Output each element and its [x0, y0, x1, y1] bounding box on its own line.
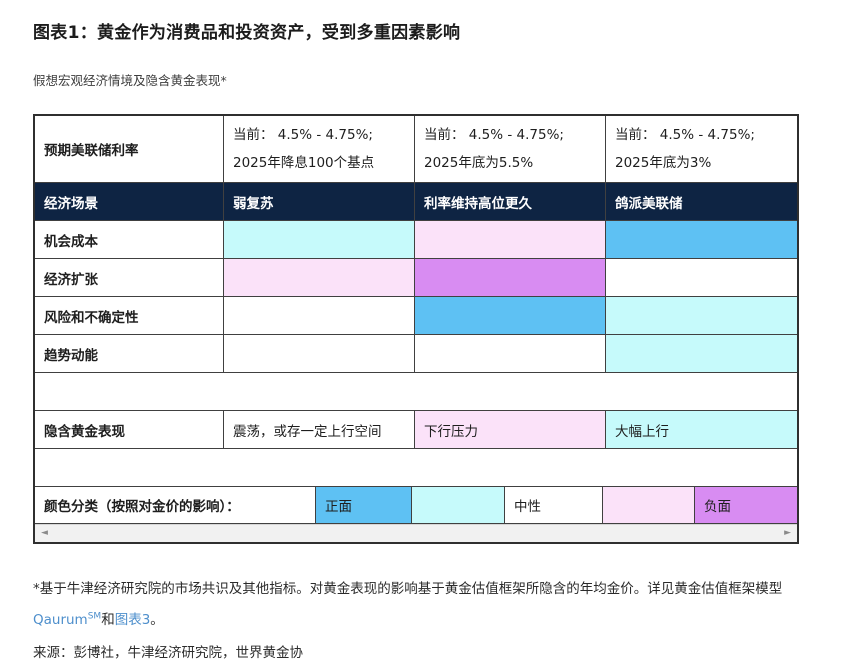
table-row-economic-expansion: 经济扩张 — [35, 259, 797, 297]
scenario-header-cell: 弱复苏 — [224, 183, 415, 220]
implied-gold-cell: 下行压力 — [415, 411, 606, 448]
rate-line: 2025年降息100个基点 — [233, 155, 375, 171]
legend-cell-neutral: 中性 — [505, 487, 603, 523]
horizontal-scrollbar[interactable]: ◄ ► — [35, 524, 797, 542]
fed-rate-cell: 当前： 4.5% - 4.75%; 2025年降息100个基点 — [224, 116, 415, 182]
qaurum-sm-superscript[interactable]: SM — [87, 611, 102, 622]
footnote-text: 。 — [150, 612, 164, 628]
scenario-table: 预期美联储利率 当前： 4.5% - 4.75%; 2025年降息100个基点 … — [33, 114, 799, 544]
figure-subtitle: 假想宏观经济情境及隐含黄金表现* — [33, 73, 227, 88]
scenario-header-cell: 鸽派美联储 — [606, 183, 797, 220]
legend-cell-mild-negative — [603, 487, 695, 523]
fed-rate-cell: 当前： 4.5% - 4.75%; 2025年底为3% — [606, 116, 797, 182]
factor-label: 风险和不确定性 — [35, 297, 224, 334]
factor-cell — [415, 259, 606, 296]
factor-cell — [606, 335, 797, 372]
factor-cell — [606, 221, 797, 258]
table-row-implied-gold: 隐含黄金表现 震荡，或存一定上行空间 下行压力 大幅上行 — [35, 411, 797, 449]
factor-cell — [224, 221, 415, 258]
chart3-link[interactable]: 图表3 — [114, 612, 151, 628]
rate-line: 2025年底为5.5% — [424, 155, 534, 171]
table-row-fed-rate: 预期美联储利率 当前： 4.5% - 4.75%; 2025年降息100个基点 … — [35, 116, 797, 183]
implied-gold-cell: 震荡，或存一定上行空间 — [224, 411, 415, 448]
factor-label: 机会成本 — [35, 221, 224, 258]
rate-line: 当前： 4.5% - 4.75%; — [424, 127, 564, 143]
table-row-opportunity-cost: 机会成本 — [35, 221, 797, 259]
scenario-header-label: 经济场景 — [35, 183, 224, 220]
factor-label: 趋势动能 — [35, 335, 224, 372]
table-row-scenario-header: 经济场景 弱复苏 利率维持高位更久 鸽派美联储 — [35, 183, 797, 221]
factor-cell — [224, 297, 415, 334]
factor-cell — [606, 297, 797, 334]
factor-cell — [415, 221, 606, 258]
fed-rate-cell: 当前： 4.5% - 4.75%; 2025年底为5.5% — [415, 116, 606, 182]
factor-cell — [224, 335, 415, 372]
rate-line: 2025年底为3% — [615, 155, 712, 171]
scroll-right-arrow-icon[interactable]: ► — [784, 528, 791, 538]
implied-gold-label: 隐含黄金表现 — [35, 411, 224, 448]
table-spacer-row — [35, 373, 797, 411]
table-spacer-row — [35, 449, 797, 487]
footnote: *基于牛津经济研究院的市场共识及其他指标。对黄金表现的影响基于黄金估值框架所隐含… — [33, 574, 831, 636]
scroll-left-arrow-icon[interactable]: ◄ — [41, 528, 48, 538]
rate-line: 当前： 4.5% - 4.75%; — [233, 127, 373, 143]
implied-gold-cell: 大幅上行 — [606, 411, 797, 448]
figure-title: 图表1：黄金作为消费品和投资资产，受到多重因素影响 — [33, 23, 461, 43]
legend-cell-positive: 正面 — [316, 487, 412, 523]
scenario-header-cell: 利率维持高位更久 — [415, 183, 606, 220]
footnote-text: *基于牛津经济研究院的市场共识及其他指标。对黄金表现的影响基于黄金估值框架所隐含… — [33, 581, 783, 597]
footnote-text: 和 — [101, 612, 115, 628]
legend-cell-negative: 负面 — [695, 487, 797, 523]
factor-cell — [415, 297, 606, 334]
factor-cell — [224, 259, 415, 296]
factor-cell — [606, 259, 797, 296]
table-row-risk-uncertainty: 风险和不确定性 — [35, 297, 797, 335]
table-row-momentum: 趋势动能 — [35, 335, 797, 373]
fed-rate-label: 预期美联储利率 — [35, 116, 224, 182]
factor-label: 经济扩张 — [35, 259, 224, 296]
source-line: 来源：彭博社，牛津经济研究院，世界黄金协 — [33, 645, 303, 661]
factor-cell — [415, 335, 606, 372]
legend-cell-mild-positive — [412, 487, 505, 523]
rate-line: 当前： 4.5% - 4.75%; — [615, 127, 755, 143]
legend-label: 颜色分类（按照对金价的影响）： — [35, 487, 316, 523]
table-row-color-legend: 颜色分类（按照对金价的影响）： 正面 中性 负面 — [35, 487, 797, 524]
qaurum-link[interactable]: Qaurum — [33, 612, 88, 628]
